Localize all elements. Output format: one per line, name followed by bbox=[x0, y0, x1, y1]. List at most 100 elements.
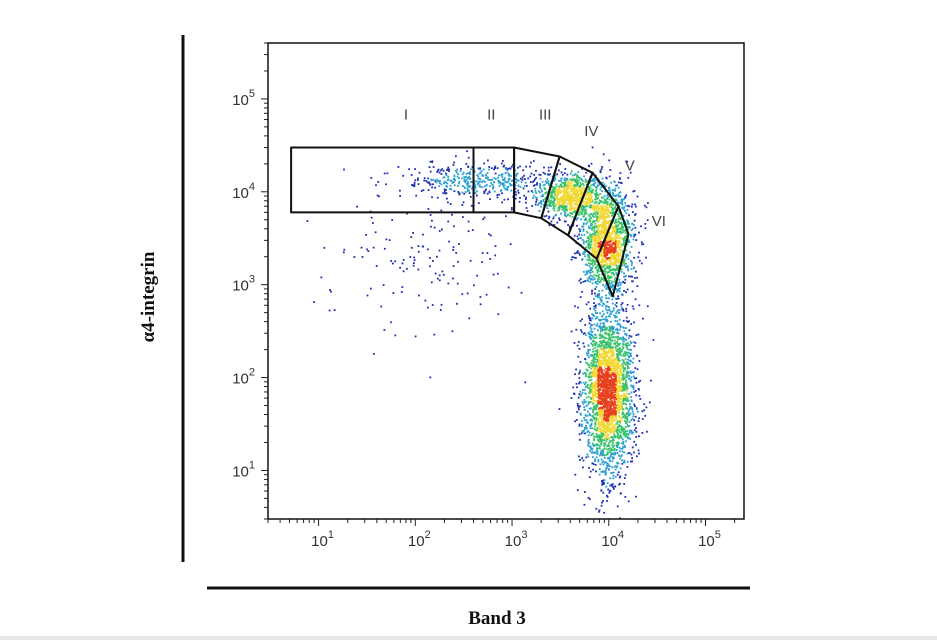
event-dot bbox=[631, 417, 634, 420]
event-dot bbox=[602, 483, 605, 485]
event-dot bbox=[601, 419, 603, 422]
event-dot bbox=[582, 230, 585, 232]
event-dot bbox=[602, 318, 604, 321]
event-dot bbox=[467, 156, 470, 159]
event-dot bbox=[616, 221, 618, 224]
event-dot bbox=[585, 183, 588, 186]
event-dot bbox=[612, 227, 615, 230]
event-dot bbox=[548, 197, 550, 200]
event-dot bbox=[626, 390, 628, 393]
event-dot bbox=[599, 410, 602, 412]
event-dot bbox=[615, 386, 618, 388]
event-dot bbox=[594, 239, 597, 241]
event-dot bbox=[627, 220, 629, 223]
event-dot bbox=[596, 316, 599, 319]
event-dot bbox=[584, 255, 587, 258]
event-dot bbox=[521, 178, 524, 181]
event-dot bbox=[601, 415, 603, 417]
event-dot bbox=[638, 259, 641, 262]
event-dot bbox=[547, 173, 549, 176]
event-dot bbox=[581, 431, 584, 434]
event-dot bbox=[599, 200, 602, 202]
event-dot bbox=[602, 257, 605, 260]
event-dot bbox=[451, 213, 453, 216]
event-dot bbox=[569, 172, 572, 175]
event-dot bbox=[591, 146, 594, 149]
event-dot bbox=[608, 186, 611, 189]
event-dot bbox=[626, 354, 629, 357]
event-dot bbox=[594, 425, 596, 428]
event-dot bbox=[573, 206, 576, 209]
event-dot bbox=[612, 352, 615, 355]
event-dot bbox=[578, 179, 580, 182]
event-dot bbox=[611, 191, 614, 194]
event-dot bbox=[562, 182, 565, 185]
event-dot bbox=[597, 439, 599, 441]
event-dot bbox=[593, 367, 596, 369]
event-dot bbox=[605, 215, 608, 218]
event-dot bbox=[610, 374, 612, 377]
event-dot bbox=[614, 255, 616, 257]
event-dot bbox=[604, 361, 607, 364]
event-dot bbox=[625, 232, 628, 235]
event-dot bbox=[616, 393, 619, 395]
event-dot bbox=[585, 381, 587, 384]
event-dot bbox=[622, 446, 624, 448]
event-dot bbox=[598, 372, 601, 375]
event-dot bbox=[594, 305, 597, 308]
event-dot bbox=[588, 373, 591, 375]
event-dot bbox=[598, 468, 601, 470]
event-dot bbox=[603, 454, 606, 457]
event-dot bbox=[605, 453, 608, 456]
event-dot bbox=[599, 437, 602, 440]
event-dot bbox=[608, 489, 611, 492]
event-dot bbox=[602, 400, 604, 403]
event-dot bbox=[489, 198, 491, 200]
event-dot bbox=[365, 233, 367, 236]
event-dot bbox=[607, 448, 610, 451]
event-dot bbox=[430, 281, 433, 284]
event-dot bbox=[446, 197, 448, 200]
event-dot bbox=[593, 184, 595, 187]
event-dot bbox=[545, 205, 547, 208]
event-dot bbox=[620, 492, 622, 495]
event-dot bbox=[599, 354, 602, 357]
event-dot bbox=[603, 337, 606, 340]
event-dot bbox=[632, 307, 635, 310]
event-dot bbox=[453, 225, 455, 228]
event-dot bbox=[503, 164, 506, 167]
event-dot bbox=[635, 377, 638, 380]
event-dot bbox=[484, 189, 487, 192]
event-dot bbox=[600, 213, 603, 215]
event-dot bbox=[485, 188, 487, 191]
event-dot bbox=[609, 235, 612, 238]
event-dot bbox=[622, 373, 625, 376]
event-dot bbox=[466, 150, 468, 153]
event-dot bbox=[612, 225, 615, 228]
event-dot bbox=[555, 203, 557, 206]
event-dot bbox=[451, 330, 454, 333]
event-dot bbox=[602, 322, 605, 325]
event-dot bbox=[542, 200, 545, 202]
event-dot bbox=[602, 335, 605, 338]
event-dot bbox=[602, 247, 605, 250]
event-dot bbox=[604, 355, 607, 358]
event-dot bbox=[482, 174, 485, 177]
event-dot bbox=[584, 263, 587, 266]
event-dot bbox=[608, 308, 611, 311]
event-dot bbox=[615, 423, 617, 426]
event-dot bbox=[624, 415, 627, 418]
event-dot bbox=[525, 201, 527, 204]
event-dot bbox=[589, 337, 592, 340]
event-dot bbox=[597, 202, 600, 205]
event-dot bbox=[622, 227, 624, 229]
event-dot bbox=[538, 191, 541, 194]
event-dot bbox=[624, 496, 627, 498]
event-dot bbox=[608, 237, 611, 240]
event-dot bbox=[595, 282, 597, 284]
event-dot bbox=[615, 264, 618, 267]
event-dot bbox=[608, 357, 611, 360]
event-dot bbox=[585, 208, 587, 211]
event-dot bbox=[622, 461, 625, 464]
event-dot bbox=[586, 258, 589, 261]
